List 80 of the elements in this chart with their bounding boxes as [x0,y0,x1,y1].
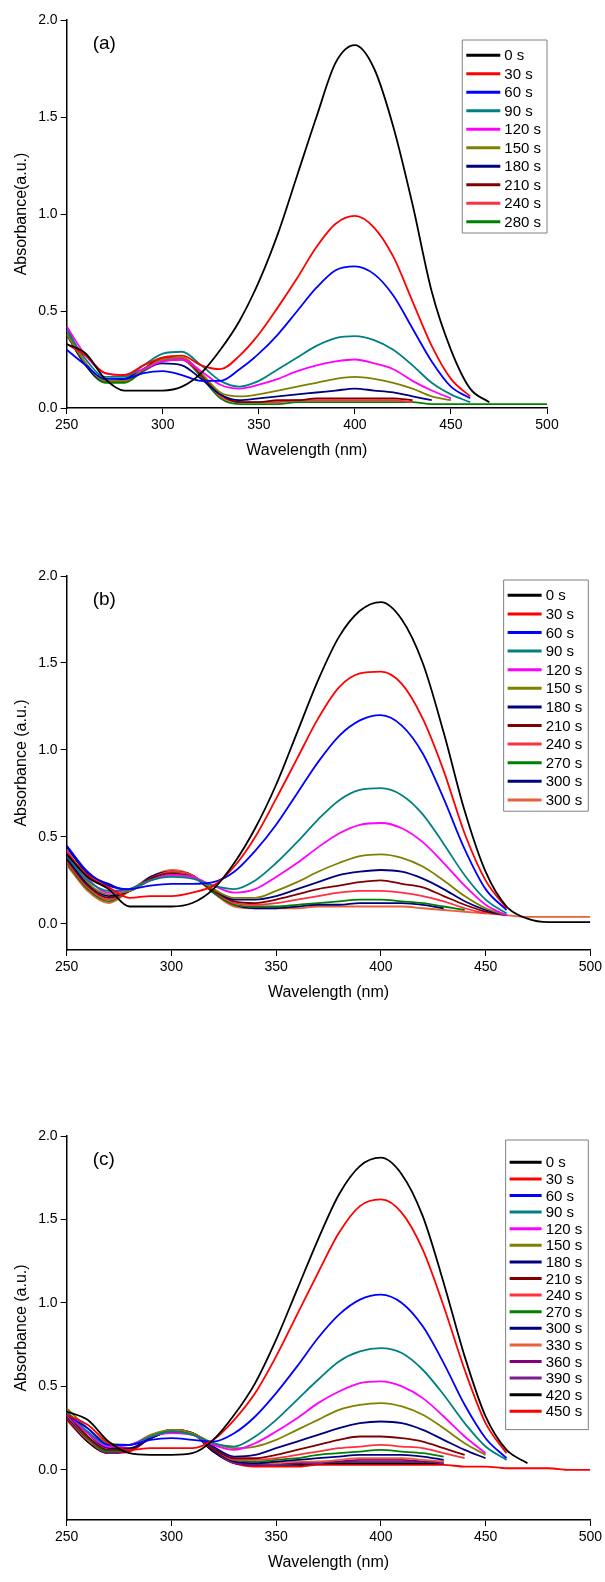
legend-label: 90 s [545,1203,574,1221]
legend-label: 0 s [504,46,525,64]
y-tick-label: 2.0 [38,10,58,27]
y-tick-label: 1.5 [38,107,58,124]
legend-label: 240 s [545,735,583,753]
x-tick-label: 250 [54,1528,79,1545]
y-tick-label: 0.5 [38,301,58,318]
x-tick-label: 350 [264,958,289,975]
legend-label: 300 s [545,772,583,790]
legend-label: 270 s [545,1302,583,1320]
x-tick-label: 300 [159,958,184,975]
y-tick-label: 2.0 [38,566,58,583]
x-tick-label: 250 [54,958,79,975]
legend-label: 60 s [545,623,574,641]
legend-label: 210 s [504,175,542,193]
x-tick-label: 300 [159,1528,184,1545]
y-tick-label: 0.5 [38,1377,58,1394]
x-tick-label: 350 [264,1528,289,1545]
x-tick-label: 500 [535,416,559,433]
legend-label: 90 s [545,642,574,660]
legend-label: 360 s [545,1352,583,1370]
x-axis-title: Wavelength (nm) [267,1552,390,1570]
annotation: (b) [92,587,116,609]
x-tick-label: 400 [369,1528,393,1545]
y-tick-label: 0.0 [38,914,58,931]
legend-label: 30 s [504,64,533,82]
x-tick-label: 450 [473,958,498,975]
y-tick-label: 1.0 [38,204,58,221]
legend-label: 60 s [504,83,533,101]
legend-label: 330 s [545,1336,583,1354]
x-tick-label: 400 [369,958,393,975]
y-tick-label: 1.5 [38,653,58,670]
legend-label: 120 s [545,1219,583,1237]
x-tick-label: 500 [578,1528,603,1545]
x-tick-label: 350 [247,416,271,433]
legend-label: 180 s [545,1253,583,1271]
x-axis-title: Wavelength (nm) [267,982,390,1000]
legend-label: 60 s [545,1186,574,1204]
y-axis-title: Absorbance (a.u.) [12,1264,30,1392]
x-tick-label: 250 [54,416,79,433]
legend-label: 180 s [504,157,542,175]
x-tick-label: 400 [343,416,367,433]
y-tick-label: 1.0 [38,1293,58,1310]
legend-label: 390 s [545,1369,583,1387]
legend-label: 150 s [504,138,542,156]
legend-label: 120 s [545,660,583,678]
x-tick-label: 500 [578,958,603,975]
legend-label: 150 s [545,1236,583,1254]
y-tick-label: 1.5 [38,1210,58,1227]
x-tick-label: 450 [473,1528,498,1545]
y-tick-label: 0.0 [38,398,58,415]
legend-label: 210 s [545,1269,583,1287]
legend-label: 0 s [545,1153,566,1171]
legend-label: 30 s [545,1170,574,1188]
x-tick-label: 450 [439,416,463,433]
x-tick-label: 300 [151,416,175,433]
legend-label: 450 s [545,1402,583,1420]
legend-label: 30 s [545,605,574,623]
legend-label: 120 s [504,120,542,138]
legend-label: 300 s [545,791,583,809]
y-axis-title: Absorbance (a.u.) [12,699,30,827]
y-tick-label: 0.5 [38,827,58,844]
legend-label: 240 s [545,1286,583,1304]
y-axis-title: Absorbance(a.u.) [12,152,30,276]
legend-label: 90 s [504,101,533,119]
legend-label: 0 s [545,586,566,604]
y-tick-label: 2.0 [38,1126,58,1143]
legend-label: 270 s [545,753,583,771]
legend-label: 240 s [504,194,542,212]
legend-label: 420 s [545,1385,583,1403]
legend-label: 300 s [545,1319,583,1337]
x-axis-title: Wavelength (nm) [246,440,368,458]
annotation: (c) [92,1147,115,1169]
legend-label: 280 s [504,212,542,230]
annotation: (a) [92,31,116,53]
legend-label: 150 s [545,679,583,697]
legend-label: 210 s [545,716,583,734]
legend-label: 180 s [545,698,583,716]
y-tick-label: 0.0 [38,1460,58,1477]
y-tick-label: 1.0 [38,740,58,757]
